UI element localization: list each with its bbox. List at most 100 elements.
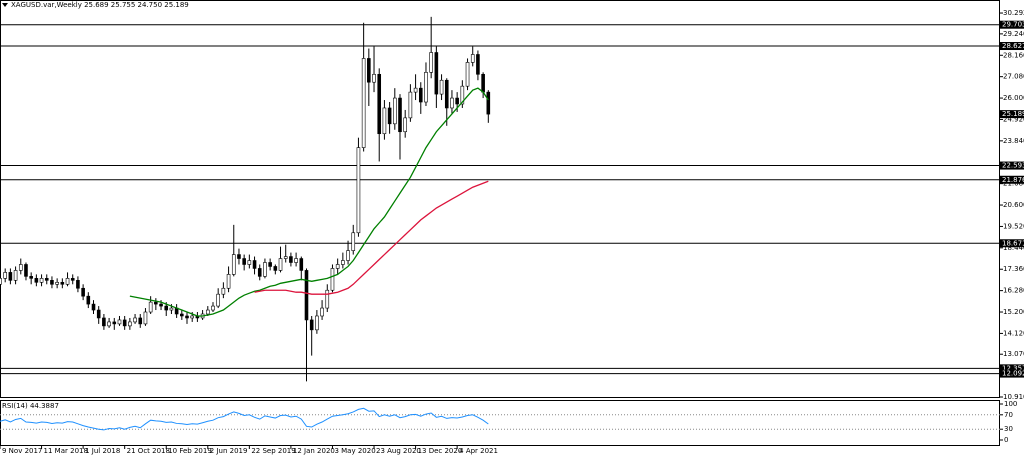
- candle-body: [112, 321, 117, 325]
- candle-body: [372, 73, 376, 83]
- candle-body: [341, 260, 345, 265]
- candle-body: [382, 107, 387, 135]
- candle-body: [96, 309, 101, 319]
- y-tick-label: 13.070: [1003, 350, 1024, 358]
- candle-body: [205, 309, 210, 315]
- candle-body: [450, 97, 454, 109]
- candle-body: [408, 91, 413, 119]
- x-tick-label: 21 Oct 2018: [127, 447, 170, 455]
- rsi-tick-label: 0: [1004, 436, 1008, 444]
- level-label: 18.671: [1002, 239, 1024, 247]
- candle-body: [24, 264, 28, 277]
- candle-body: [294, 258, 298, 263]
- candle-body: [263, 262, 267, 277]
- candle-body: [143, 311, 148, 325]
- x-tick-label: 23 Aug 2020: [376, 447, 421, 455]
- candle-body: [273, 266, 278, 271]
- y-tick-label: 19.520: [1003, 222, 1024, 230]
- candle-body: [278, 258, 283, 271]
- level-box: [1000, 42, 1024, 51]
- y-tick-label: 10.910: [1003, 393, 1024, 401]
- candle-body: [257, 268, 262, 277]
- y-tick-label: 30.292: [1003, 9, 1024, 17]
- candle-body: [81, 287, 85, 297]
- candle-body: [476, 54, 480, 75]
- current-price-box: [1000, 110, 1024, 119]
- x-tick-label: 3 May 2020: [334, 447, 375, 455]
- x-tick-label: 11 Mar 2018: [44, 447, 88, 455]
- candle-body: [86, 295, 91, 305]
- candle-body: [138, 317, 143, 325]
- y-tick-label: 18.440: [1003, 244, 1024, 252]
- level-box: [1000, 161, 1024, 170]
- candle-body: [231, 254, 236, 275]
- candle-body: [335, 264, 340, 269]
- y-tick-label: 29.240: [1003, 30, 1024, 38]
- candle-body: [283, 256, 288, 259]
- candle-body: [60, 282, 65, 285]
- y-tick-label: 14.120: [1003, 329, 1024, 337]
- candle-body: [325, 289, 330, 309]
- candle-body: [3, 272, 7, 279]
- candle-body: [309, 319, 314, 331]
- candle-body: [50, 280, 54, 285]
- x-tick-label: 9 Nov 2017: [2, 447, 42, 455]
- rsi-tick-label: 70: [1004, 411, 1013, 419]
- candle-body: [377, 73, 382, 135]
- candle-body: [444, 79, 449, 109]
- candle-body: [190, 315, 195, 319]
- candle-body: [247, 260, 252, 265]
- candle-body: [351, 232, 356, 251]
- candle-body: [304, 270, 309, 321]
- candle-body: [159, 303, 163, 307]
- y-tick-label: 27.080: [1003, 73, 1024, 81]
- main-pane: [0, 0, 1000, 398]
- candle-body: [91, 303, 96, 311]
- candle-body: [398, 97, 402, 133]
- current-price-label: 25.189: [1002, 110, 1024, 118]
- candle-body: [237, 254, 241, 259]
- y-tick-label: 20.600: [1003, 201, 1024, 209]
- candle-body: [39, 278, 44, 283]
- candle-body: [117, 319, 122, 325]
- candle-body: [361, 58, 366, 148]
- level-box: [1000, 20, 1024, 29]
- candle-body: [169, 307, 174, 311]
- level-box: [1000, 364, 1024, 373]
- rsi-tick-label: 30: [1004, 425, 1013, 433]
- x-tick-label: 2 Jun 2019: [210, 447, 248, 455]
- candle-body: [76, 280, 80, 289]
- candle-body: [55, 282, 59, 285]
- level-label: 12.357: [1002, 364, 1024, 372]
- candle-body: [13, 270, 18, 281]
- candle-body: [164, 305, 169, 311]
- y-tick-label: 16.280: [1003, 287, 1024, 295]
- candle-body: [185, 315, 189, 319]
- y-tick-label: 28.160: [1003, 51, 1024, 59]
- candle-body: [148, 301, 153, 313]
- x-tick-label: 1 Jul 2018: [85, 447, 120, 455]
- candle-body: [481, 73, 485, 93]
- candle-body: [486, 91, 491, 115]
- level-label: 21.876: [1002, 176, 1024, 184]
- candle-body: [65, 278, 70, 285]
- y-tick-label: 23.840: [1003, 137, 1024, 145]
- candle-body: [252, 260, 257, 269]
- candle-body: [315, 315, 319, 331]
- candle-body: [122, 319, 127, 327]
- chart-header: XAGUSD.var,Weekly 25.689 25.755 24.750 2…: [11, 1, 189, 9]
- candle-body: [221, 287, 226, 295]
- x-tick-label: 22 Sep 2019: [251, 447, 295, 455]
- candle-body: [226, 274, 231, 289]
- candle-body: [34, 278, 39, 283]
- candle-body: [133, 317, 137, 323]
- moving-average: [129, 87, 489, 317]
- candle-body: [70, 278, 75, 281]
- candle-body: [330, 268, 335, 291]
- candle-body: [44, 278, 49, 281]
- candle-body: [216, 293, 220, 307]
- level-label: 29.703: [1002, 21, 1024, 29]
- candle-body: [154, 301, 158, 305]
